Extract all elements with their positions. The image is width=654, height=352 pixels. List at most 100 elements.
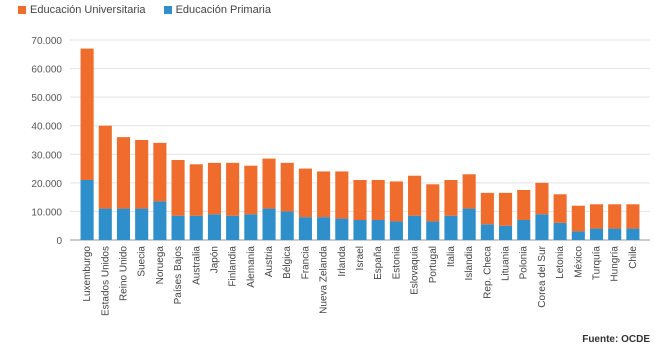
bar-primaria — [80, 180, 94, 240]
bar-universitaria — [335, 171, 349, 219]
x-tick-label: Hungría — [610, 246, 621, 282]
y-tick-label: 70.000 — [31, 36, 62, 47]
bar-universitaria — [280, 162, 294, 212]
bar-primaria — [517, 220, 531, 240]
bar-universitaria — [171, 160, 185, 216]
y-tick-label: 60.000 — [31, 65, 62, 76]
bar-universitaria — [135, 140, 149, 209]
bar-universitaria — [626, 204, 640, 229]
x-tick-label: Francia — [300, 246, 311, 280]
x-tick-label: Chile — [628, 246, 639, 269]
bar-universitaria — [116, 137, 131, 209]
x-tick-label: Finlandia — [228, 246, 239, 287]
bar-primaria — [371, 220, 385, 240]
bar-universitaria — [480, 192, 494, 225]
x-tick-label: Estonia — [391, 246, 402, 280]
bar-universitaria — [499, 192, 513, 226]
x-tick-label: Polonia — [519, 246, 530, 280]
bar-primaria — [135, 208, 149, 240]
bar-primaria — [499, 225, 513, 240]
legend-label-universitaria: Educación Universitaria — [30, 4, 146, 16]
x-tick-label: Australia — [191, 246, 202, 285]
bar-primaria — [280, 211, 294, 240]
bar-primaria — [262, 208, 276, 240]
bar-primaria — [335, 218, 349, 240]
x-tick-label: Estados Unidos — [100, 246, 111, 316]
bar-universitaria — [444, 180, 458, 216]
bar-primaria — [462, 208, 476, 240]
y-tick-label: 50.000 — [31, 93, 62, 104]
bar-universitaria — [80, 48, 94, 180]
bar-primaria — [426, 221, 440, 240]
y-tick-label: 0 — [56, 236, 62, 247]
bar-primaria — [189, 215, 203, 240]
x-tick-label: Rep. Checa — [482, 246, 493, 299]
bar-universitaria — [98, 125, 112, 209]
bar-universitaria — [535, 182, 549, 215]
bar-primaria — [116, 208, 131, 240]
bar-primaria — [626, 228, 640, 240]
x-tick-label: Luxemburgo — [82, 246, 93, 302]
bar-universitaria — [317, 171, 331, 218]
x-tick-label: Corea del Sur — [537, 245, 548, 307]
y-tick-label: 10.000 — [31, 207, 62, 218]
bar-universitaria — [571, 205, 585, 232]
x-tick-label: Italia — [446, 246, 457, 268]
x-tick-label: Alemania — [246, 246, 257, 288]
legend-swatch-universitaria — [18, 6, 26, 14]
x-tick-label: Países Bajos — [173, 246, 184, 304]
bar-primaria — [244, 214, 258, 240]
bar-universitaria — [589, 204, 604, 229]
bar-universitaria — [189, 164, 203, 216]
bar-universitaria — [298, 168, 312, 218]
x-tick-label: Japón — [209, 246, 220, 273]
x-tick-label: Austria — [264, 246, 275, 278]
bar-primaria — [317, 217, 331, 240]
bar-primaria — [153, 201, 167, 240]
bar-primaria — [353, 220, 367, 240]
bar-universitaria — [153, 142, 167, 202]
legend-item-universitaria: Educación Universitaria — [18, 4, 146, 16]
bar-universitaria — [262, 158, 276, 209]
legend-swatch-primaria — [163, 6, 172, 14]
bar-primaria — [608, 228, 622, 240]
bar-primaria — [571, 231, 585, 240]
bar-primaria — [298, 217, 312, 240]
y-tick-label: 40.000 — [31, 122, 62, 133]
bar-universitaria — [608, 204, 622, 229]
bar-universitaria — [371, 180, 385, 220]
bar-primaria — [226, 215, 240, 240]
bar-universitaria — [244, 165, 258, 215]
bar-primaria — [589, 228, 604, 240]
x-axis: Luxemburgo Estados Unidos Reino Unido Sueci… — [82, 245, 639, 316]
x-tick-label: España — [373, 246, 384, 280]
bar-universitaria — [408, 175, 422, 216]
y-axis: 0 10.000 20.000 30.000 40.000 50.000 60.000 70.… — [31, 36, 62, 247]
chart-legend: Educación Universitaria Educación Primar… — [18, 4, 271, 16]
bar-primaria — [389, 221, 403, 240]
x-tick-label: Islandia — [464, 246, 475, 281]
bar-primaria — [535, 214, 549, 240]
x-tick-label: Turquía — [592, 246, 603, 281]
bar-primaria — [207, 214, 221, 240]
x-tick-label: Eslovaquia — [410, 246, 421, 295]
x-tick-label: Noruega — [155, 246, 166, 285]
legend-item-primaria: Educación Primaria — [163, 4, 271, 16]
x-tick-label: Reino Unido — [118, 246, 129, 301]
x-tick-label: Irlanda — [337, 246, 348, 277]
x-tick-label: Portugal — [428, 246, 439, 283]
bar-universitaria — [226, 162, 240, 216]
x-tick-label: México — [573, 246, 584, 278]
bar-primaria — [553, 222, 567, 240]
bar-primaria — [480, 224, 494, 240]
source-note: Fuente: OCDE — [582, 334, 650, 345]
bar-universitaria — [462, 174, 476, 209]
bar-primaria — [408, 215, 422, 240]
y-tick-label: 30.000 — [31, 150, 62, 161]
bar-universitaria — [353, 180, 367, 220]
bar-primaria — [98, 208, 112, 240]
x-tick-label: Nueva Zelanda — [319, 246, 330, 314]
x-tick-label: Suecia — [137, 246, 148, 277]
